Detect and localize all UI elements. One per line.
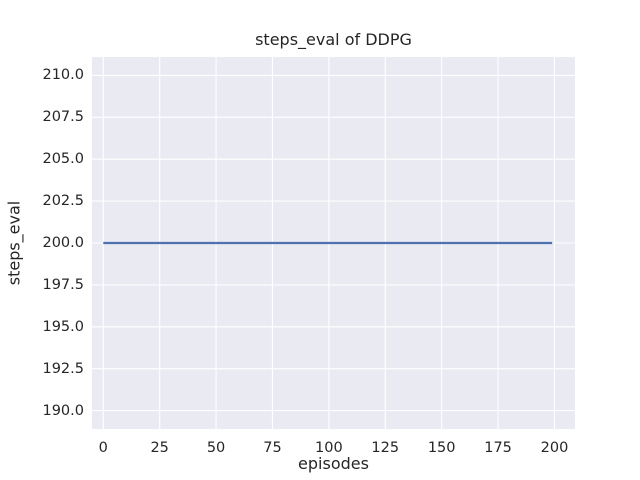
x-tick-label: 100 <box>315 440 343 456</box>
plot-area <box>92 57 575 429</box>
x-tick-label: 125 <box>371 440 400 456</box>
x-tick-label: 25 <box>150 440 169 456</box>
x-axis-label: episodes <box>298 454 369 473</box>
y-axis-label: steps_eval <box>4 200 24 286</box>
x-tick-label: 75 <box>263 440 282 456</box>
plot-canvas <box>92 57 575 429</box>
y-tick-label: 210.0 <box>42 67 84 84</box>
x-tick-label: 0 <box>98 440 108 456</box>
x-tick-label: 50 <box>206 440 226 456</box>
chart-title: steps_eval of DDPG <box>255 30 412 49</box>
x-tick-label: 200 <box>540 440 569 456</box>
y-tick-label: 192.5 <box>42 360 84 377</box>
y-tick-label: 195.0 <box>42 318 84 335</box>
y-tick-label: 190.0 <box>42 402 84 419</box>
y-tick-label: 202.5 <box>42 193 84 210</box>
y-tick-label: 200.0 <box>42 235 84 251</box>
y-tick-label: 205.0 <box>42 151 84 168</box>
x-tick-label: 150 <box>427 440 456 456</box>
y-tick-label: 207.5 <box>42 109 84 126</box>
x-tick-label: 175 <box>484 440 512 456</box>
y-tick-label: 197.5 <box>42 276 84 293</box>
